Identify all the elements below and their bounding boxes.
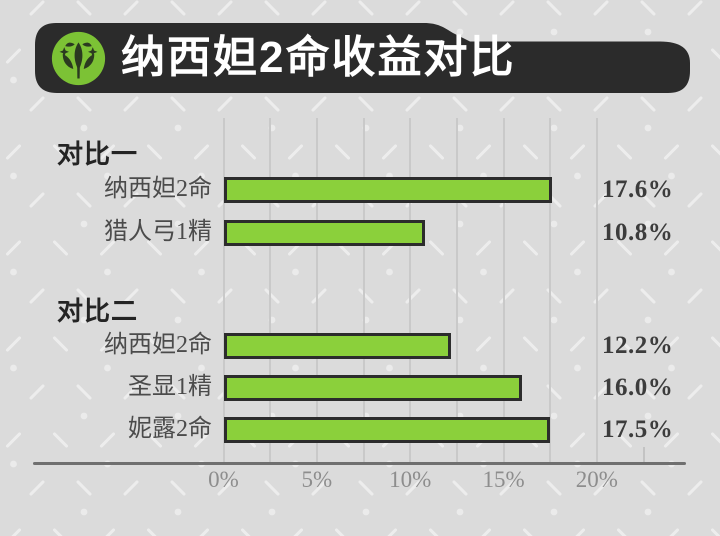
bar-row-label: 纳西妲2命 [104,176,212,202]
bar-row-label: 妮露2命 [128,416,212,442]
x-axis-tick-label: 0% [208,467,239,492]
bar [223,220,426,246]
gridline [595,118,598,464]
bar-value-label: 10.8% [602,219,674,246]
banner-shape [35,23,690,93]
bar [223,177,553,203]
title-banner [35,23,690,93]
gridline [315,118,318,464]
gridline [222,118,225,464]
bar-value-label: 17.6% [602,176,674,203]
bar [223,417,551,443]
bar-value-label: 16.0% [602,374,674,401]
x-axis-tick-label: 20% [575,467,618,492]
x-axis-tick-label: 10% [389,467,432,492]
gridline [549,118,552,464]
bar-row-label: 猎人弓1精 [104,219,212,245]
bar-row-label: 纳西妲2命 [104,332,212,358]
dendro-icon [51,31,106,86]
gridline [362,118,365,464]
bar-value-label: 12.2% [602,332,674,359]
gridline [502,118,505,464]
gridline [409,118,412,464]
section-label: 对比二 [57,296,139,326]
gridline [269,118,272,464]
section-label: 对比一 [57,139,139,169]
x-axis-line [33,461,686,465]
x-axis-tick-label: 5% [301,467,333,492]
page-title: 纳西妲2命收益对比 [121,33,516,82]
axis-minor-tick [642,447,645,464]
bar [223,375,523,401]
bar-value-label: 17.5% [602,416,674,443]
bar-row-label: 圣显1精 [128,374,212,400]
bar [223,333,452,359]
x-axis-tick-label: 15% [482,467,525,492]
gridline [455,118,458,464]
